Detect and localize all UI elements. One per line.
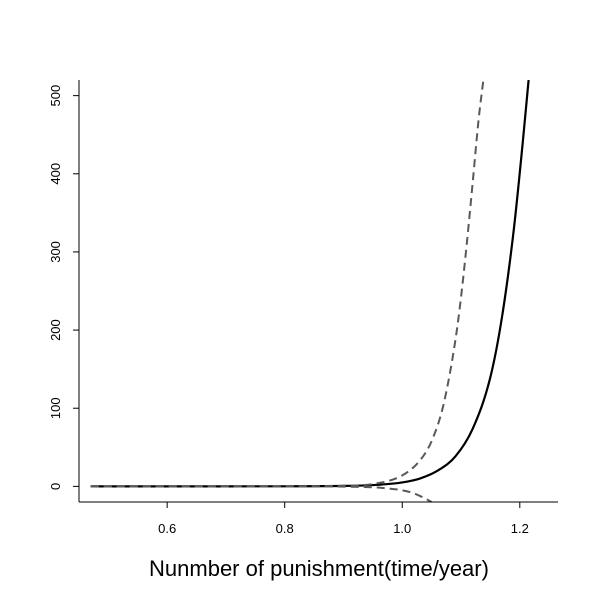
y-tick-label: 300 — [48, 241, 63, 263]
y-axis: 0 100 200 300 400 500 — [48, 80, 80, 502]
x-tick-label: 0.8 — [276, 521, 294, 536]
y-tick-label: 0 — [48, 483, 63, 490]
y-tick-label: 500 — [48, 85, 63, 107]
plot-lines — [90, 80, 530, 502]
y-tick-label: 400 — [48, 163, 63, 185]
y-tick-label: 200 — [48, 319, 63, 341]
x-axis: 0.6 0.8 1.0 1.2 — [79, 501, 558, 536]
x-tick-label: 0.6 — [158, 521, 176, 536]
x-tick-label: 1.2 — [511, 521, 529, 536]
x-axis-title: Nunmber of punishment(time/year) — [149, 556, 489, 581]
series-line-3 — [90, 485, 433, 502]
series-line-2 — [90, 80, 485, 488]
x-tick-label: 1.0 — [393, 521, 411, 536]
y-tick-label: 100 — [48, 397, 63, 419]
